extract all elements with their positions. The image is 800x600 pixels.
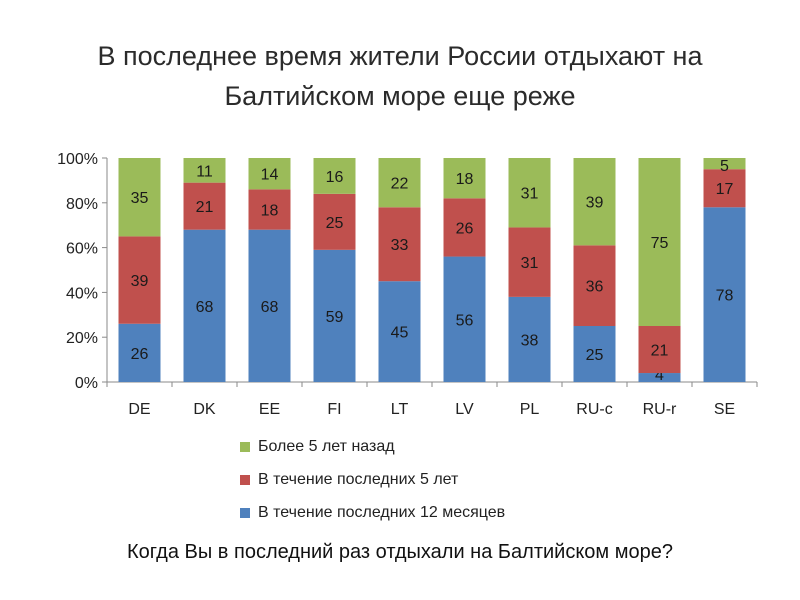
x-tick-label: LT [391,401,409,418]
legend-item: В течение последних 12 месяцев [240,496,505,529]
bar-segment [703,207,746,382]
x-tick-label: DK [193,401,216,418]
bar-value-label: 35 [131,190,149,207]
bar-segment [703,169,746,208]
title-line-1: В последнее время жители России отдыхают… [97,41,703,71]
bar-segment [248,189,291,230]
x-tick-label: DE [128,401,150,418]
bar-value-label: 68 [261,299,279,316]
bar-value-label: 16 [326,169,344,186]
bar-segment [183,158,226,183]
legend-swatch [240,474,250,485]
y-tick-label: 100% [57,151,98,168]
bar-segment [118,236,161,324]
bar-segment [183,182,226,230]
x-tick-label: EE [259,401,280,418]
bar-value-label: 17 [716,181,734,198]
bar-segment [573,245,616,326]
bar-value-label: 33 [391,237,409,254]
legend-swatch [240,441,250,452]
bar-value-label: 5 [720,158,729,175]
bar-segment [313,158,356,194]
chart-legend: Более 5 лет назад В течение последних 5 л… [240,430,505,529]
slide-title: В последнее время жители России отдыхают… [0,36,800,116]
bar-value-label: 68 [196,299,214,316]
bar-value-label: 31 [521,186,539,203]
bar-segment [443,158,486,199]
bar-value-label: 78 [716,288,734,305]
bar-value-label: 39 [131,273,149,290]
x-tick-label: PL [520,401,540,418]
legend-item: В течение последних 5 лет [240,463,505,496]
stacked-bar-chart: 0% 20% 40% 60% 80% 100% 26 39 35 DE 68 21 11 DK 68 18 14… [57,151,758,418]
bar-segment [118,323,161,382]
bar-value-label: 31 [521,255,539,272]
bar-segment [573,158,616,246]
legend-label: В течение последних 12 месяцев [258,503,506,521]
bar-value-label: 21 [196,199,214,216]
x-tick-label: RU-c [576,401,612,418]
x-tick-label: LV [455,401,474,418]
bar-segment [378,158,421,208]
bar-segment [378,207,421,282]
bar-value-label: 21 [651,343,669,360]
bar-segment [638,373,681,382]
survey-question: Когда Вы в последний раз отдыхали на Бал… [127,541,673,563]
x-tick-label: RU-r [643,401,677,418]
bar-segment [313,193,356,250]
bar-value-label: 59 [326,309,344,326]
y-tick-label: 40% [66,285,98,302]
bar-value-label: 18 [261,203,279,220]
bar-segment [508,296,551,382]
legend-item: Более 5 лет назад [240,430,505,463]
bar-segment [248,229,291,382]
bar-value-label: 11 [196,163,213,180]
bar-segment [703,158,746,170]
bar-segment [443,256,486,382]
y-tick-label: 60% [66,241,98,258]
bar-segment [573,326,616,382]
legend-label: В течение последних 5 лет [258,470,459,488]
bar-value-label: 25 [326,215,344,232]
title-line-2: Балтийском море еще реже [224,81,576,111]
bar-value-label: 45 [391,325,409,342]
bar-segment [183,229,226,382]
bar-segment [443,198,486,257]
bar-value-label: 4 [655,367,664,384]
bar-segment [313,249,356,382]
bar-segment [638,326,681,374]
bar-value-label: 18 [456,171,474,188]
bar-value-label: 75 [651,235,669,252]
bar-value-label: 26 [131,346,149,363]
y-tick-label: 20% [66,330,98,347]
bar-segment [638,158,681,326]
bar-segment [248,158,291,190]
bar-value-label: 36 [586,279,604,296]
x-tick-label: FI [327,401,341,418]
legend-swatch [240,507,250,518]
bar-value-label: 26 [456,220,474,237]
bar-value-label: 39 [586,195,604,212]
y-tick-label: 0% [75,375,98,392]
bar-value-label: 56 [456,312,474,329]
bar-segment [508,227,551,297]
x-tick-label: SE [714,401,735,418]
bar-value-label: 14 [261,167,279,184]
bar-value-label: 25 [586,347,604,364]
y-tick-label: 80% [66,196,98,213]
legend-label: Более 5 лет назад [258,437,395,455]
bar-segment [508,158,551,228]
bar-segment [118,158,161,237]
bar-segment [378,281,421,382]
bar-value-label: 22 [391,176,409,193]
bar-value-label: 38 [521,332,539,349]
